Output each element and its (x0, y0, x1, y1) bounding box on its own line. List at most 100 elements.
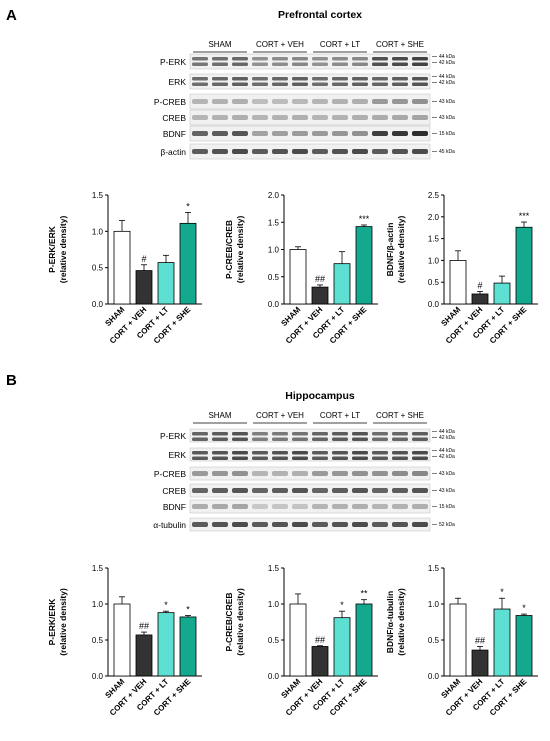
blot-band (272, 432, 288, 436)
blot-band (352, 131, 368, 136)
blot-strip (189, 125, 431, 142)
y-axis-label: P-CREB/CREB(relative density) (224, 588, 245, 656)
blot-band (372, 99, 388, 104)
blot-band (392, 488, 408, 493)
blot-band (252, 99, 268, 104)
y-axis-label: P-ERK/ERK(relative density) (47, 216, 68, 284)
bar-cort-she (179, 616, 197, 677)
blot-strip (189, 109, 431, 126)
blot-band (292, 131, 308, 136)
bar-sham (113, 230, 131, 305)
blot-band (232, 149, 248, 154)
blot-band (392, 451, 408, 455)
blot-band (232, 62, 248, 66)
blot-band (312, 451, 328, 455)
blot-band (372, 82, 388, 86)
y-tick-label: 1.0 (268, 600, 280, 609)
blot-band (352, 57, 368, 61)
blot-band (292, 456, 308, 460)
blot-band (352, 432, 368, 436)
blot-band (412, 451, 428, 455)
kda-label: 42 kDa (439, 60, 455, 66)
blot-band (272, 504, 288, 509)
blot-band (192, 115, 208, 120)
significance-marker: # (477, 280, 482, 290)
blot-band (352, 62, 368, 66)
blot-band (412, 149, 428, 154)
y-tick-label: 1.0 (268, 246, 280, 255)
blot-label-bdnf: BDNF (163, 502, 186, 512)
significance-marker: ## (315, 274, 325, 284)
blot-band (212, 471, 228, 476)
blot-band (292, 488, 308, 493)
y-axis-label: BDNF/α-tubulin(relative density) (385, 588, 406, 656)
blot-band (332, 456, 348, 460)
blot-band (332, 131, 348, 136)
blot-label-bdnf: BDNF (163, 129, 186, 139)
blot-band (352, 437, 368, 441)
blot-band (312, 82, 328, 86)
blot-band (312, 432, 328, 436)
kda-label: 44 kDa (439, 448, 455, 454)
blot-band (312, 437, 328, 441)
blot-band (392, 131, 408, 136)
blot-band (312, 471, 328, 476)
y-axis-label-line: (relative density) (396, 216, 406, 284)
bar-cort-veh (471, 293, 489, 305)
bar-cort-lt (333, 263, 351, 305)
blot-band (292, 82, 308, 86)
blot-band (332, 437, 348, 441)
bar-cort-veh (311, 646, 329, 677)
panel-a-header: A Prefrontal cortex (6, 7, 362, 24)
blot-band (372, 504, 388, 509)
kda-label: 43 kDa (439, 99, 455, 105)
blot-band (412, 488, 428, 493)
blot-band (232, 82, 248, 86)
blot-band (252, 437, 268, 441)
blot-band (192, 504, 208, 509)
blot-band (272, 82, 288, 86)
significance-marker: * (186, 605, 190, 615)
blot-band (192, 99, 208, 104)
blot-band (392, 456, 408, 460)
blot-band (412, 456, 428, 460)
blot-band (232, 488, 248, 493)
blot-band (372, 432, 388, 436)
blot-label-creb: CREB (162, 113, 186, 123)
blot-band (392, 522, 408, 527)
blot-label-actin: β-actin (160, 147, 186, 157)
significance-marker: * (522, 603, 526, 613)
bar-cort-veh (471, 649, 489, 677)
blot-band (412, 471, 428, 476)
blot-band (332, 432, 348, 436)
blot-band (332, 82, 348, 86)
blot-band (192, 522, 208, 527)
blot-strip (189, 517, 431, 532)
group-label-cort-veh: CORT + VEH (256, 40, 304, 49)
blot-label-creb: CREB (162, 486, 186, 496)
blot-band (412, 437, 428, 441)
kda-label: 43 kDa (439, 115, 455, 121)
y-axis-label-line: (relative density) (58, 588, 68, 656)
blot-band (192, 451, 208, 455)
blot-band (272, 99, 288, 104)
y-axis-label-line: P-ERK/ERK (47, 225, 57, 273)
y-tick-label: 0.0 (92, 300, 104, 309)
blot-band (352, 77, 368, 81)
y-tick-label: 0.0 (268, 300, 280, 309)
significance-marker: ## (139, 621, 149, 631)
blot-band (212, 432, 228, 436)
blot-band (252, 62, 268, 66)
blot-band (192, 437, 208, 441)
blot-band (212, 451, 228, 455)
blot-band (272, 57, 288, 61)
blot-band (252, 456, 268, 460)
blot-label-p-creb: P-CREB (154, 97, 186, 107)
blot-band (272, 77, 288, 81)
blot-band (232, 437, 248, 441)
blot-band (372, 149, 388, 154)
blot-band (252, 432, 268, 436)
kda-label: 43 kDa (439, 488, 455, 494)
blot-strip (189, 447, 431, 462)
y-axis-label: P-CREB/CREB(relative density) (224, 216, 245, 284)
